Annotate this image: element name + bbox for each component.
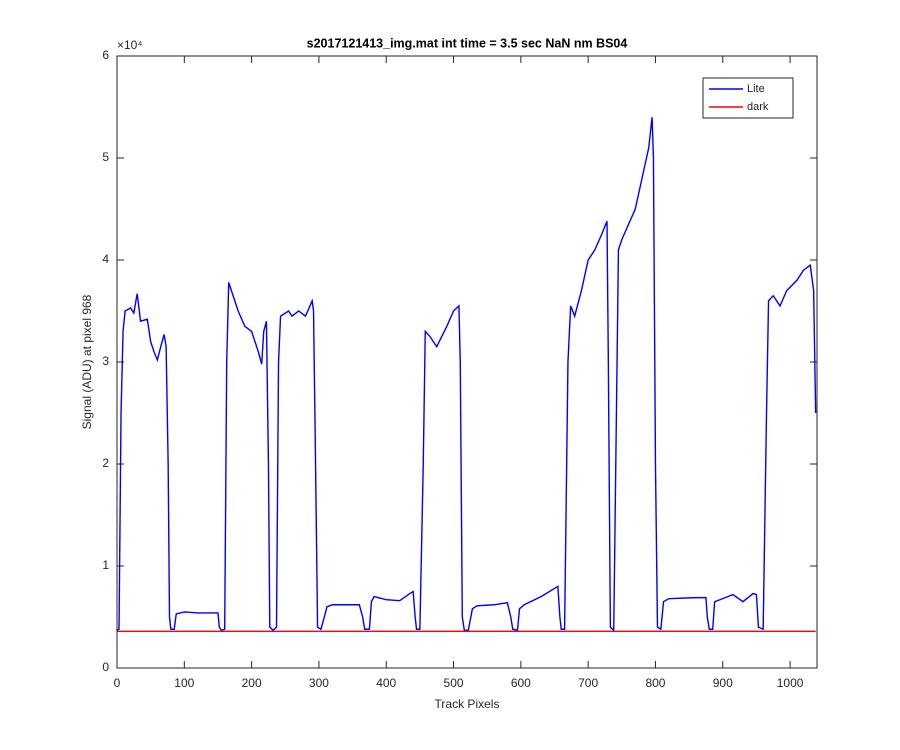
line-series [116,117,817,632]
legend-box [702,77,794,119]
x-tick-label: 1000 [777,676,804,690]
y-tick-label: 2 [102,456,109,470]
x-tick-label: 500 [444,676,464,690]
y-tick-label: 4 [102,252,109,266]
y-tick-label: 3 [102,354,109,368]
x-tick-label: 700 [578,676,598,690]
x-tick-label: 900 [713,676,733,690]
y-tick-label: 0 [102,660,109,674]
chart-title: s2017121413_img.mat int time = 3.5 sec N… [307,36,628,50]
x-axis-label: Track Pixels [435,697,500,711]
x-tick-label: 0 [114,676,121,690]
y-tick-label: 5 [102,150,109,164]
y-tick-label: 6 [102,48,109,62]
x-tick-label: 100 [174,676,194,690]
x-tick-label: 300 [309,676,329,690]
x-tick-label: 200 [242,676,262,690]
y-axis-label: Signal (ADU) at pixel 968 [80,294,94,429]
y-tick-label: 1 [102,558,109,572]
x-tick-label: 600 [511,676,531,690]
plot-area [117,56,817,668]
legend-label: Lite [747,83,765,95]
legend-label: dark [747,101,769,113]
y-exponent: ×10⁴ [117,38,143,52]
axes-box [116,55,818,669]
x-tick-label: 400 [376,676,396,690]
x-tick-label: 800 [645,676,665,690]
